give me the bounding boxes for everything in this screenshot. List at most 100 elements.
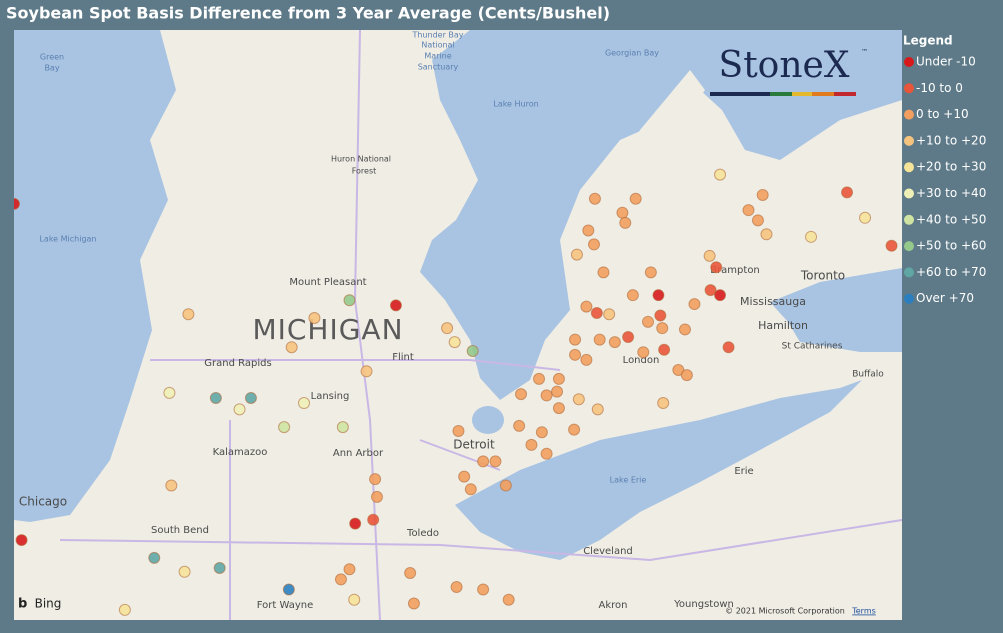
- legend-label[interactable]: +50 to +60: [916, 239, 986, 253]
- location-point[interactable]: [751, 214, 764, 227]
- location-point[interactable]: [278, 421, 291, 434]
- location-point[interactable]: [349, 517, 362, 530]
- location-point[interactable]: [525, 438, 538, 451]
- location-point[interactable]: [552, 402, 565, 415]
- location-point[interactable]: [582, 224, 595, 237]
- location-point[interactable]: [572, 393, 585, 406]
- legend-label[interactable]: +60 to +70: [916, 265, 986, 279]
- location-point[interactable]: [654, 309, 667, 322]
- location-point[interactable]: [285, 341, 298, 354]
- location-point[interactable]: [552, 372, 565, 385]
- location-point[interactable]: [580, 353, 593, 366]
- legend-label[interactable]: +40 to +50: [916, 212, 986, 226]
- location-point[interactable]: [551, 385, 564, 398]
- location-point[interactable]: [489, 455, 502, 468]
- location-point[interactable]: [448, 336, 461, 349]
- location-point[interactable]: [540, 447, 553, 460]
- location-point[interactable]: [704, 284, 717, 297]
- location-point[interactable]: [714, 289, 727, 302]
- location-point[interactable]: [678, 323, 691, 336]
- legend-label[interactable]: +20 to +30: [916, 160, 986, 174]
- location-point[interactable]: [282, 583, 295, 596]
- location-point[interactable]: [608, 336, 621, 349]
- location-point[interactable]: [680, 369, 693, 382]
- location-point[interactable]: [244, 391, 257, 404]
- location-point[interactable]: [477, 583, 490, 596]
- location-point[interactable]: [165, 479, 178, 492]
- location-point[interactable]: [148, 551, 161, 564]
- location-point[interactable]: [118, 603, 131, 616]
- location-point[interactable]: [710, 261, 723, 274]
- legend-label[interactable]: Under -10: [916, 55, 976, 69]
- location-point[interactable]: [370, 490, 383, 503]
- location-point[interactable]: [756, 188, 769, 201]
- location-point[interactable]: [658, 343, 671, 356]
- location-point[interactable]: [760, 228, 773, 241]
- location-point[interactable]: [644, 266, 657, 279]
- location-point[interactable]: [308, 312, 321, 325]
- location-point[interactable]: [885, 239, 898, 252]
- location-point[interactable]: [593, 333, 606, 346]
- location-point[interactable]: [441, 322, 454, 335]
- location-point[interactable]: [233, 403, 246, 416]
- location-point[interactable]: [722, 341, 735, 354]
- location-point[interactable]: [360, 365, 373, 378]
- location-point[interactable]: [466, 345, 479, 358]
- location-point[interactable]: [580, 300, 593, 313]
- location-point[interactable]: [477, 455, 490, 468]
- location-point[interactable]: [805, 230, 818, 243]
- location-point[interactable]: [464, 483, 477, 496]
- location-point[interactable]: [540, 389, 553, 402]
- location-point[interactable]: [404, 567, 417, 580]
- location-point[interactable]: [587, 238, 600, 251]
- location-point[interactable]: [343, 563, 356, 576]
- location-point[interactable]: [178, 565, 191, 578]
- location-point[interactable]: [15, 534, 28, 547]
- location-point[interactable]: [9, 197, 20, 210]
- location-point[interactable]: [336, 421, 349, 434]
- location-point[interactable]: [616, 206, 629, 219]
- location-point[interactable]: [458, 470, 471, 483]
- location-point[interactable]: [703, 249, 716, 262]
- location-point[interactable]: [348, 593, 361, 606]
- location-point[interactable]: [297, 397, 310, 410]
- location-point[interactable]: [367, 513, 380, 526]
- location-point[interactable]: [334, 573, 347, 586]
- legend-label[interactable]: +30 to +40: [916, 186, 986, 200]
- location-point[interactable]: [626, 289, 639, 302]
- location-point[interactable]: [629, 192, 642, 205]
- location-point[interactable]: [369, 473, 382, 486]
- location-point[interactable]: [407, 597, 420, 610]
- location-point[interactable]: [742, 204, 755, 217]
- location-point[interactable]: [714, 168, 727, 181]
- location-point[interactable]: [182, 308, 195, 321]
- legend-label[interactable]: Over +70: [916, 291, 974, 305]
- location-point[interactable]: [652, 289, 665, 302]
- location-point[interactable]: [569, 348, 582, 361]
- location-point[interactable]: [841, 186, 854, 199]
- location-point[interactable]: [343, 294, 356, 307]
- location-point[interactable]: [657, 397, 670, 410]
- location-point[interactable]: [213, 561, 226, 574]
- location-point[interactable]: [499, 479, 512, 492]
- location-point[interactable]: [590, 306, 603, 319]
- location-point[interactable]: [533, 372, 546, 385]
- location-point[interactable]: [535, 426, 548, 439]
- location-point[interactable]: [597, 266, 610, 279]
- location-point[interactable]: [502, 593, 515, 606]
- terms-link[interactable]: Terms: [851, 607, 876, 616]
- location-point[interactable]: [588, 192, 601, 205]
- location-point[interactable]: [450, 581, 463, 594]
- legend-label[interactable]: 0 to +10: [916, 107, 969, 121]
- location-point[interactable]: [619, 216, 632, 229]
- legend-label[interactable]: +10 to +20: [916, 133, 986, 147]
- legend-label[interactable]: -10 to 0: [916, 81, 963, 95]
- location-point[interactable]: [209, 391, 222, 404]
- location-point[interactable]: [570, 248, 583, 261]
- location-point[interactable]: [688, 298, 701, 311]
- location-point[interactable]: [163, 386, 176, 399]
- location-point[interactable]: [859, 211, 872, 224]
- location-point[interactable]: [515, 388, 528, 401]
- location-point[interactable]: [603, 308, 616, 321]
- location-point[interactable]: [389, 299, 402, 312]
